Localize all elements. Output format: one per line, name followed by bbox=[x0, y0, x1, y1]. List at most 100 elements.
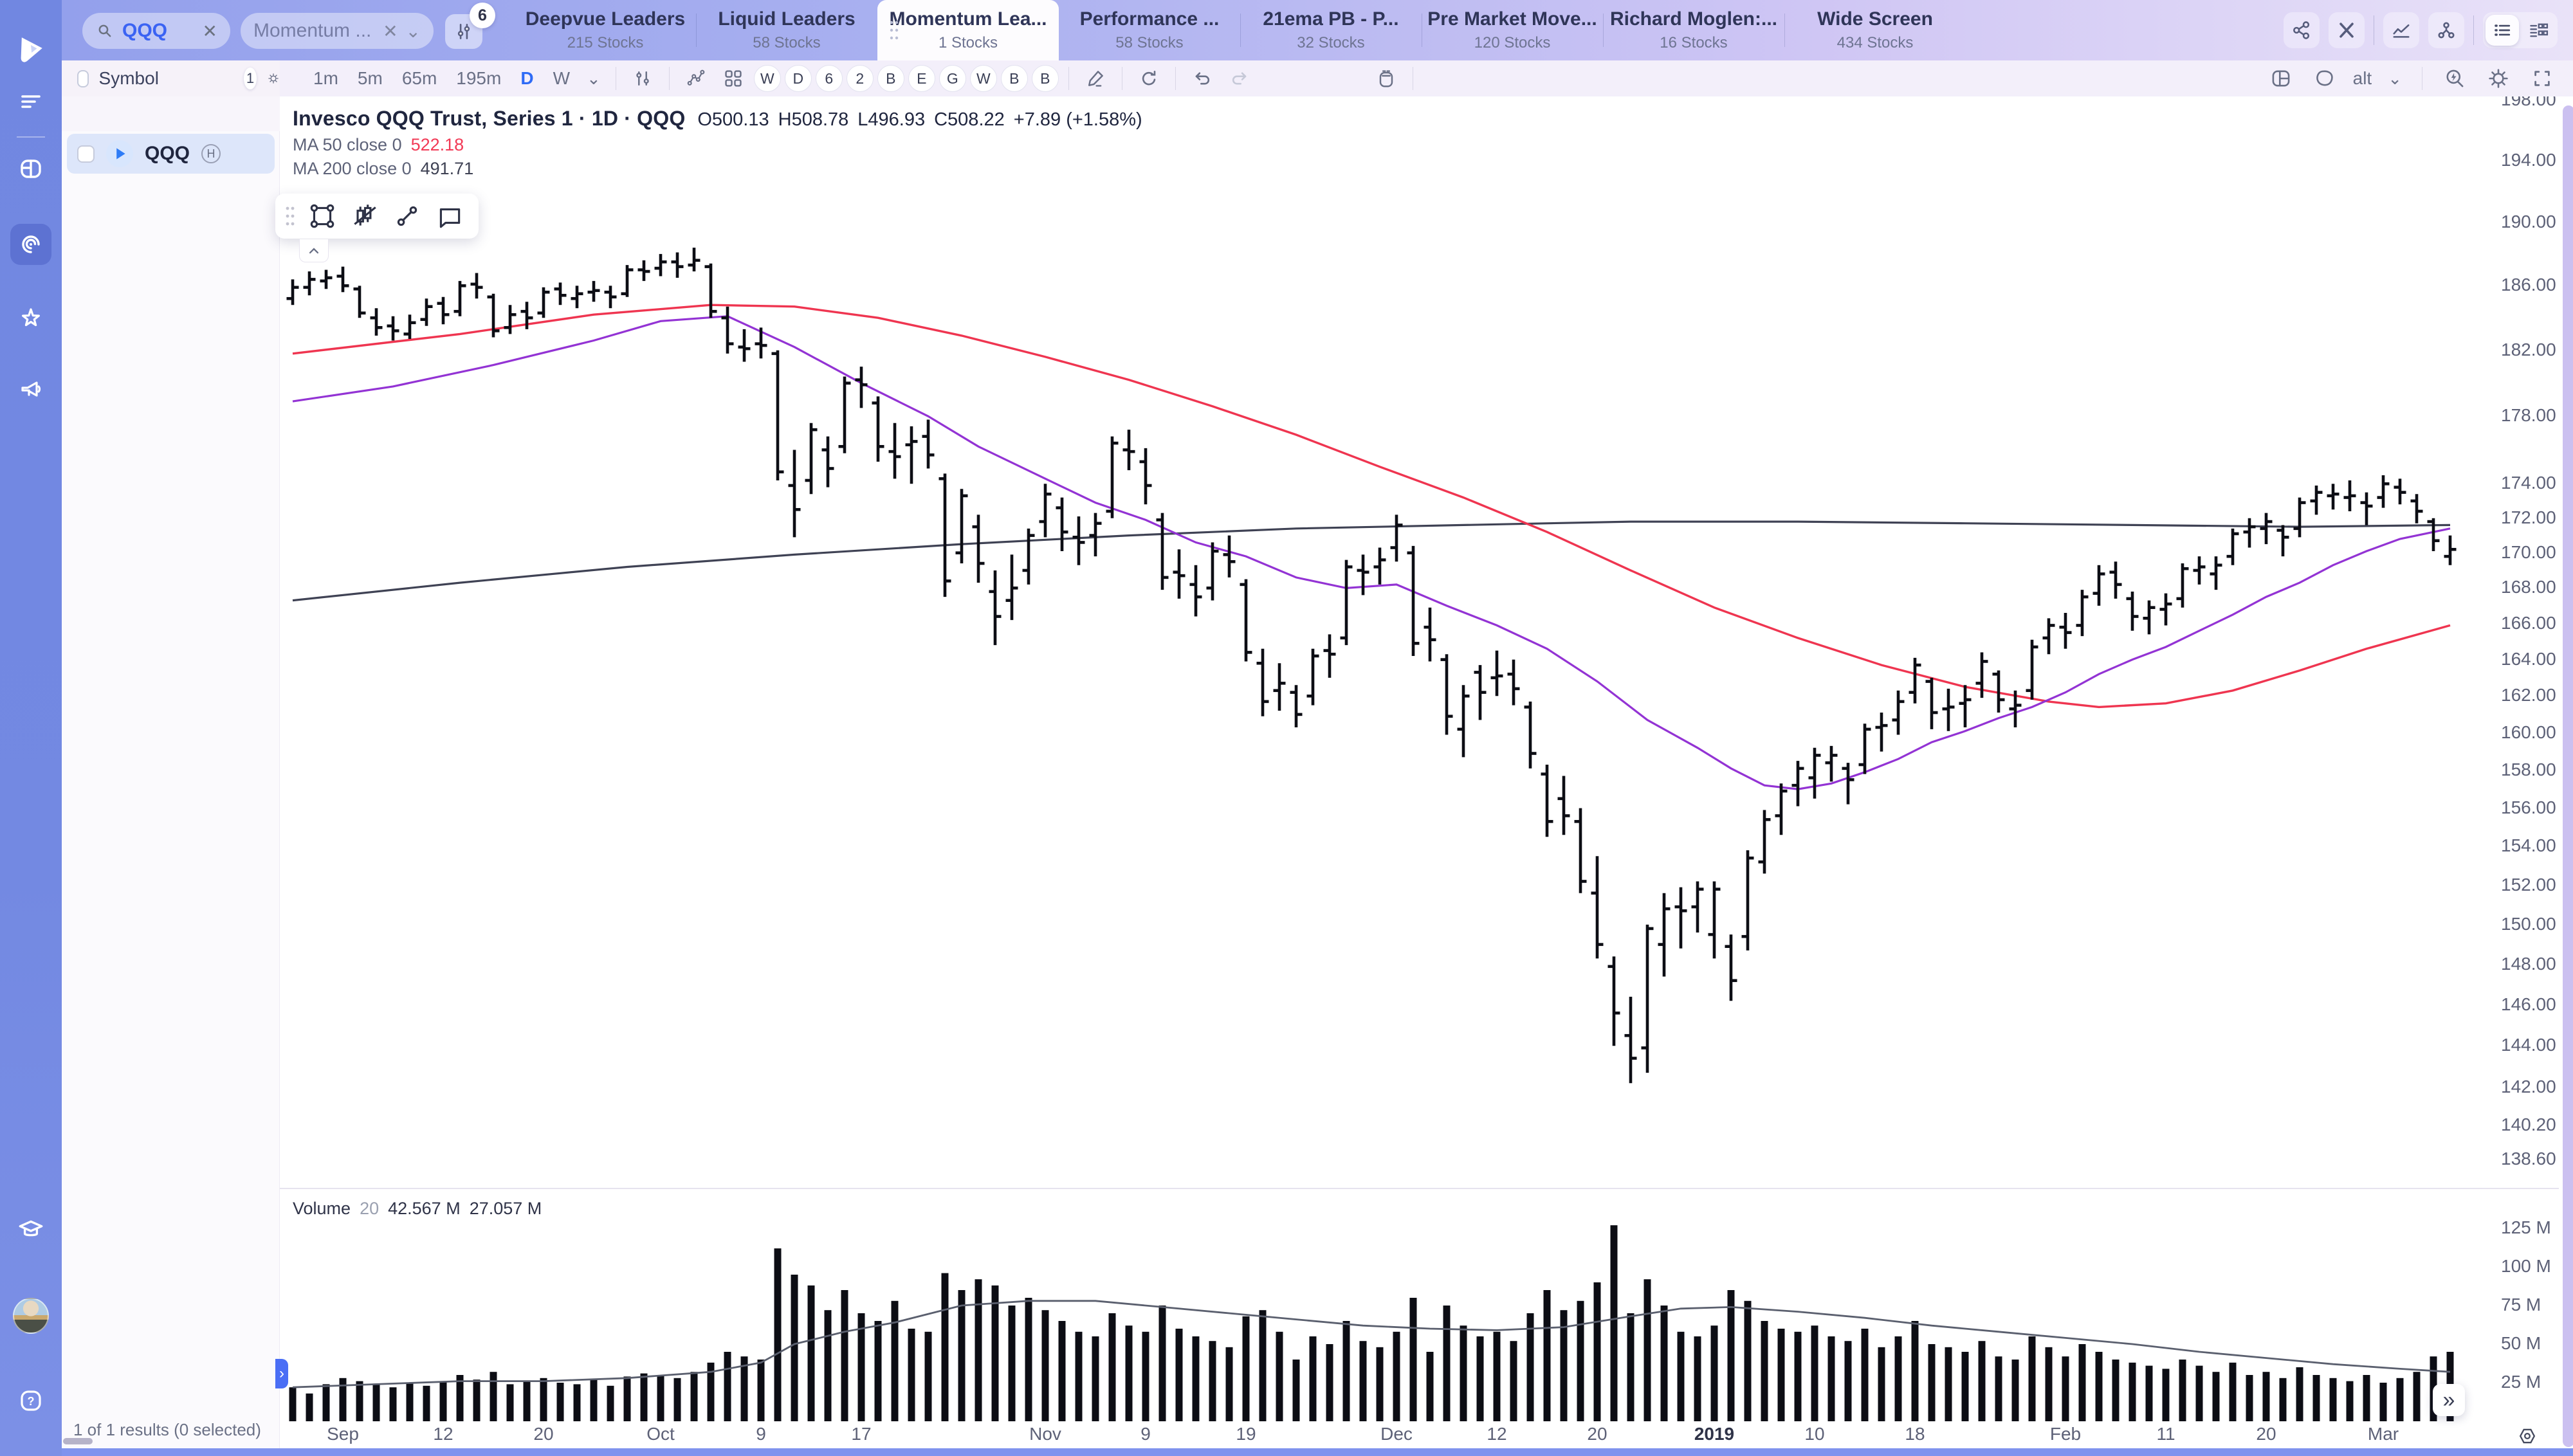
redo-icon[interactable] bbox=[1221, 67, 1258, 90]
tab-pre-market-move[interactable]: Pre Market Move... 120 Stocks bbox=[1422, 0, 1603, 60]
alerts-icon[interactable] bbox=[1368, 67, 1405, 90]
layout-grid-icon[interactable] bbox=[715, 67, 752, 90]
row-checkbox[interactable] bbox=[77, 145, 95, 163]
trendline-tool-button[interactable] bbox=[389, 197, 426, 235]
clear-search-icon[interactable]: ✕ bbox=[202, 21, 217, 41]
sidebar-item-dashboard[interactable] bbox=[10, 148, 51, 189]
indicator-settings-icon[interactable] bbox=[624, 67, 661, 90]
date-tick: 20 bbox=[2256, 1424, 2276, 1444]
timeframe-1m[interactable]: 1m bbox=[313, 68, 338, 88]
timeframe-d[interactable]: D bbox=[520, 68, 534, 88]
tab-performance[interactable]: Performance ... 58 Stocks bbox=[1059, 0, 1240, 60]
search-value: QQQ bbox=[122, 20, 168, 41]
tab-liquid-leaders[interactable]: Liquid Leaders 58 Stocks bbox=[696, 0, 877, 60]
trendline-icon bbox=[397, 206, 417, 226]
quick-button-3-2[interactable]: 2 bbox=[846, 65, 874, 92]
price-tick: 156.00 bbox=[2501, 797, 2556, 817]
multi-layout-icon[interactable] bbox=[2262, 66, 2300, 91]
relations-button[interactable] bbox=[2428, 12, 2464, 48]
timeframe-5m[interactable]: 5m bbox=[357, 68, 383, 88]
ma200-legend[interactable]: MA 200 close 0 491.71 bbox=[293, 159, 474, 178]
settings-gear-icon[interactable] bbox=[2479, 66, 2518, 91]
panel-expander-button[interactable]: › bbox=[275, 1359, 288, 1388]
holding-indicator-icon: H bbox=[201, 144, 221, 163]
select-all-checkbox[interactable] bbox=[77, 69, 89, 87]
volume-tick: 25 M bbox=[2501, 1372, 2541, 1392]
search-icon bbox=[98, 24, 111, 37]
ma50-legend[interactable]: MA 50 close 0 522.18 bbox=[293, 135, 464, 154]
alt-mode-label[interactable]: alt bbox=[2352, 68, 2372, 88]
grid-view-button[interactable] bbox=[2522, 15, 2555, 46]
deepvue-logo[interactable] bbox=[10, 28, 51, 69]
tab-richard-moglen[interactable]: Richard Moglen:... 16 Stocks bbox=[1603, 0, 1784, 60]
horizontal-scrollbar[interactable] bbox=[63, 1438, 93, 1444]
watchlist-settings-gear-icon[interactable] bbox=[267, 68, 280, 89]
collapse-toolbar-button[interactable] bbox=[299, 239, 329, 262]
date-tick: 20 bbox=[1587, 1424, 1607, 1444]
quick-button-5-e[interactable]: E bbox=[908, 65, 935, 92]
remove-watchlist-icon[interactable]: ✕ bbox=[383, 21, 398, 41]
tab-momentum-lea[interactable]: Momentum Lea... 1 Stocks bbox=[877, 0, 1059, 60]
quick-button-6-g[interactable]: G bbox=[939, 65, 966, 92]
sidebar-item-screener[interactable] bbox=[10, 224, 51, 265]
flash-screener-icon[interactable] bbox=[2435, 66, 2474, 91]
tab-label: Performance ... bbox=[1079, 8, 1220, 30]
tab-deepvue-leaders[interactable]: Deepvue Leaders 215 Stocks bbox=[515, 0, 696, 60]
help-button[interactable]: ? bbox=[10, 1380, 51, 1421]
sidebar-item-favorites[interactable] bbox=[10, 297, 51, 338]
tab-21ema-pb-p[interactable]: 21ema PB - P... 32 Stocks bbox=[1240, 0, 1422, 60]
select-tool-button[interactable] bbox=[304, 197, 341, 235]
volume-legend[interactable]: Volume 20 42.567 M 27.057 M bbox=[293, 1199, 542, 1218]
chart-area[interactable]: Invesco QQQ Trust, Series 1 · 1D · QQQ O… bbox=[275, 89, 2573, 1456]
tab-sublabel: 58 Stocks bbox=[1115, 34, 1184, 51]
symbol-search[interactable]: QQQ ✕ bbox=[82, 13, 230, 49]
comment-icon bbox=[439, 208, 461, 228]
undo-icon[interactable] bbox=[1184, 67, 1221, 90]
axis-settings-icon[interactable] bbox=[2516, 1425, 2538, 1447]
watchlist-selector[interactable]: Momentum ... ✕ ⌄ bbox=[241, 13, 434, 49]
timeframe-65m[interactable]: 65m bbox=[401, 68, 437, 88]
scatter-style-icon[interactable] bbox=[677, 67, 715, 90]
tab-wide-screen[interactable]: Wide Screen 434 Stocks bbox=[1784, 0, 1966, 60]
drag-handle[interactable] bbox=[284, 205, 296, 228]
price-tick: 152.00 bbox=[2501, 874, 2556, 895]
menu-button[interactable] bbox=[10, 81, 51, 122]
sidebar-item-education[interactable] bbox=[10, 1209, 51, 1250]
shape-tool-icon[interactable] bbox=[2305, 66, 2344, 91]
sidebar-item-announcements[interactable] bbox=[10, 369, 51, 410]
watchlist-row-qqq[interactable]: QQQ H bbox=[67, 134, 275, 174]
timeframe-195m[interactable]: 195m bbox=[456, 68, 502, 88]
quick-button-8-b[interactable]: B bbox=[1000, 65, 1028, 92]
volume-tick: 100 M bbox=[2501, 1256, 2551, 1276]
quick-button-9-b[interactable]: B bbox=[1031, 65, 1059, 92]
date-tick: Sep bbox=[327, 1424, 359, 1444]
quick-button-4-b[interactable]: B bbox=[877, 65, 904, 92]
quick-button-7-w[interactable]: W bbox=[969, 65, 997, 92]
chevron-down-icon[interactable]: ⌄ bbox=[405, 21, 421, 41]
chart-legend[interactable]: Invesco QQQ Trust, Series 1 · 1D · QQQ O… bbox=[293, 107, 1151, 131]
quick-button-0-w[interactable]: W bbox=[753, 65, 781, 92]
twitter-x-button[interactable] bbox=[2329, 12, 2365, 48]
fullscreen-icon[interactable] bbox=[2523, 66, 2561, 91]
timeframe-w[interactable]: W bbox=[553, 68, 570, 88]
volume-tick: 50 M bbox=[2501, 1333, 2541, 1353]
share-button[interactable] bbox=[2284, 12, 2320, 48]
draw-pencil-icon[interactable] bbox=[1077, 67, 1114, 90]
price-chart[interactable] bbox=[280, 96, 2573, 1456]
tab-drag-dots bbox=[890, 21, 899, 40]
chart-view-button[interactable] bbox=[2383, 12, 2419, 48]
quick-button-1-d[interactable]: D bbox=[784, 65, 812, 92]
quick-button-2-6[interactable]: 6 bbox=[815, 65, 843, 92]
x-logo-icon bbox=[2340, 23, 2354, 38]
user-avatar[interactable] bbox=[13, 1298, 49, 1334]
timeframe-chevron-icon[interactable]: ⌄ bbox=[587, 68, 601, 88]
refresh-icon[interactable] bbox=[1130, 67, 1167, 90]
vertical-scrollbar[interactable] bbox=[2563, 105, 2573, 1447]
alt-chevron-icon[interactable]: ⌄ bbox=[2388, 68, 2402, 88]
note-tool-button[interactable] bbox=[431, 197, 468, 235]
list-view-button[interactable] bbox=[2486, 15, 2519, 46]
candle-measure-tool-button[interactable] bbox=[346, 197, 383, 235]
header-actions bbox=[2284, 12, 2558, 48]
scroll-to-latest-button[interactable]: » bbox=[2433, 1384, 2465, 1416]
line-chart-icon bbox=[2393, 24, 2410, 38]
